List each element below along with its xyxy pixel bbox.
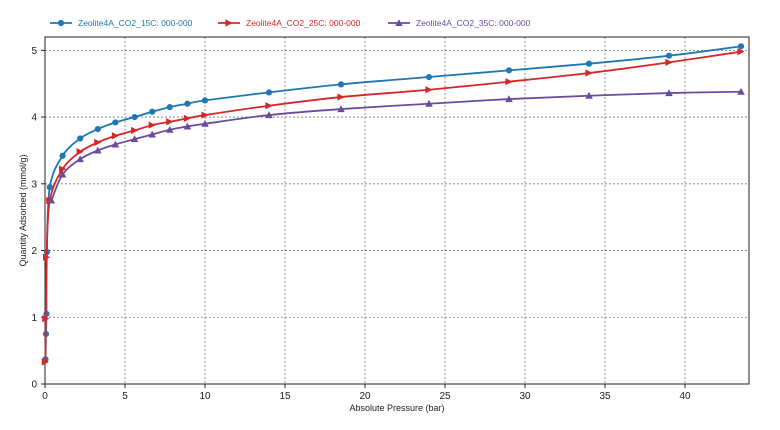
- data-point: [47, 196, 56, 204]
- data-point: [59, 165, 67, 173]
- data-point: [59, 152, 66, 159]
- data-point: [585, 69, 593, 77]
- data-point: [265, 111, 273, 119]
- legend-marker: [225, 19, 233, 27]
- data-point: [184, 100, 191, 107]
- data-point: [505, 95, 513, 103]
- data-point: [585, 91, 593, 99]
- data-point: [505, 67, 513, 74]
- x-tick-label: 20: [359, 391, 371, 402]
- legend-label: Zeolite4A_CO2_15C: 000-000: [78, 18, 193, 28]
- data-point: [76, 155, 84, 163]
- data-point: [425, 99, 433, 107]
- data-point: [148, 130, 156, 138]
- grid-lines: [45, 37, 749, 384]
- legend-item-2: Zeolite4A_CO2_25C: 000-000: [218, 18, 361, 28]
- data-point: [183, 122, 192, 130]
- data-point: [201, 111, 209, 119]
- x-tick-label: 30: [519, 391, 531, 402]
- data-point: [130, 135, 139, 143]
- axis-ticks: 0 5 10 15 20 25 30 35 40 0 1 2 3 4 5: [31, 46, 691, 402]
- legend: Zeolite4A_CO2_15C: 000-000 Zeolite4A_CO2_…: [50, 18, 531, 28]
- data-point: [665, 89, 673, 97]
- data-point: [737, 43, 745, 50]
- y-tick-label: 4: [31, 113, 37, 124]
- data-point: [94, 146, 102, 154]
- data-point: [166, 118, 174, 126]
- data-point: [201, 97, 209, 104]
- data-point: [111, 140, 120, 148]
- data-point: [94, 125, 101, 133]
- x-tick-label: 40: [679, 391, 691, 402]
- y-tick-label: 1: [31, 313, 37, 324]
- data-point: [131, 113, 138, 121]
- y-tick-label: 5: [31, 46, 37, 57]
- y-tick-label: 2: [31, 246, 37, 257]
- x-tick-label: 15: [279, 391, 291, 402]
- legend-marker: [57, 19, 65, 27]
- data-point: [337, 81, 345, 88]
- data-point: [183, 114, 191, 123]
- data-point: [77, 135, 84, 142]
- data-point: [41, 358, 49, 366]
- data-point: [737, 87, 745, 95]
- data-point: [665, 58, 673, 66]
- x-tick-label: 10: [199, 391, 211, 402]
- x-tick-label: 5: [122, 391, 128, 402]
- series-group-1: [42, 43, 745, 363]
- series-group-2: [41, 48, 745, 366]
- data-point: [112, 119, 119, 126]
- data-point: [166, 125, 174, 133]
- data-point: [265, 102, 273, 110]
- y-tick-label: 3: [31, 179, 37, 190]
- legend-label: Zeolite4A_CO2_35C: 000-000: [416, 18, 531, 28]
- series-line-2: [44, 50, 742, 362]
- series-group-3: [47, 87, 745, 204]
- data-point: [58, 170, 67, 178]
- data-point: [425, 86, 433, 94]
- data-point: [166, 103, 173, 111]
- legend-item-3: Zeolite4A_CO2_35C: 000-000: [388, 18, 531, 28]
- data-point: [585, 60, 593, 67]
- data-point: [737, 48, 745, 56]
- legend-label: Zeolite4A_CO2_25C: 000-000: [246, 18, 361, 28]
- legend-item-1: Zeolite4A_CO2_15C: 000-000: [50, 18, 193, 28]
- series-layer: [41, 43, 745, 366]
- data-point: [425, 73, 433, 81]
- data-point: [131, 126, 139, 135]
- x-tick-label: 0: [42, 391, 48, 402]
- data-point: [337, 93, 345, 101]
- data-point: [46, 184, 53, 191]
- legend-marker: [395, 19, 403, 27]
- x-tick-label: 35: [599, 391, 611, 402]
- data-point: [337, 105, 345, 113]
- data-point: [111, 132, 119, 140]
- data-point: [665, 52, 673, 59]
- data-point: [148, 121, 156, 129]
- data-point: [505, 78, 513, 86]
- y-axis-title: Quantity Adsorbed (mmol/g): [18, 154, 28, 266]
- x-tick-label: 25: [439, 391, 451, 402]
- data-point: [43, 253, 51, 261]
- plot-area-frame: [44, 36, 750, 385]
- y-tick-label: 0: [31, 380, 37, 391]
- data-point: [149, 108, 156, 115]
- data-point: [265, 89, 273, 96]
- data-point: [94, 138, 102, 147]
- data-point: [76, 148, 84, 156]
- x-axis-title: Absolute Pressure (bar): [349, 403, 444, 413]
- data-point: [201, 119, 209, 127]
- data-point: [42, 315, 50, 323]
